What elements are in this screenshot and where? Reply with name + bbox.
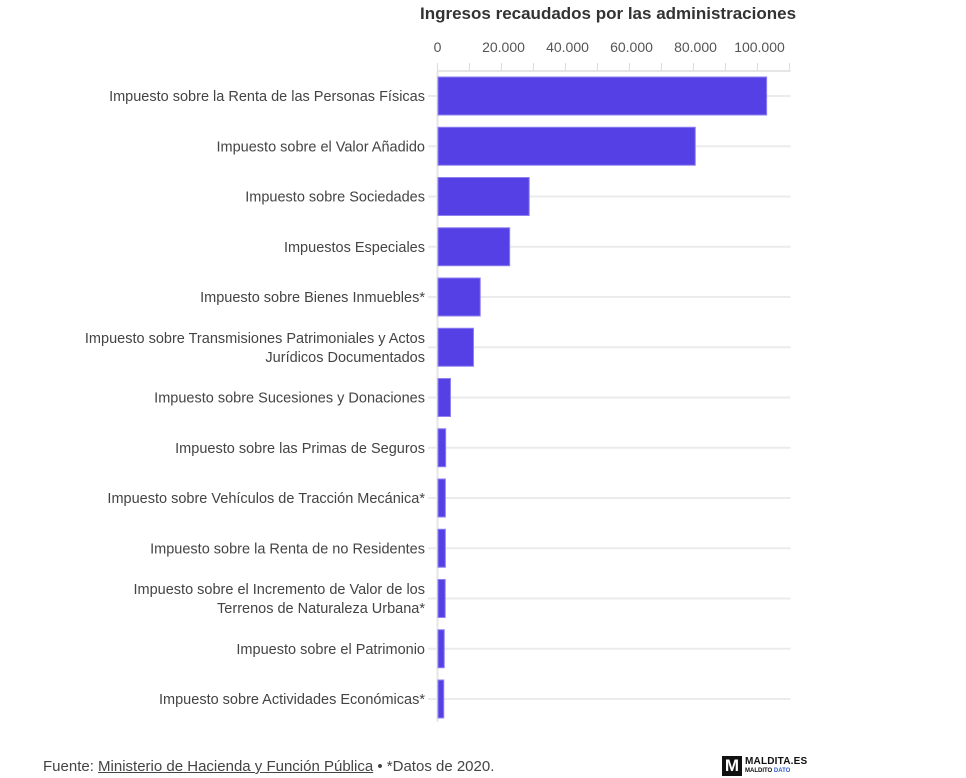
category-label: Impuesto sobre la Renta de no Residentes	[150, 541, 425, 557]
separator: •	[373, 758, 387, 775]
bars	[437, 76, 768, 719]
bar[interactable]	[437, 126, 696, 166]
category-label: Impuesto sobre Sociedades	[245, 190, 425, 206]
category-labels: Impuesto sobre la Renta de las Personas …	[85, 89, 425, 708]
tick-label: 40.000	[546, 39, 589, 55]
chart-title: Ingresos recaudados por las administraci…	[420, 4, 797, 23]
category-label-line: Terrenos de Naturaleza Urbana*	[217, 601, 425, 617]
logo-name: MALDITA.ES	[745, 755, 808, 767]
bar[interactable]	[437, 227, 511, 267]
category-label-line: Impuesto sobre Actividades Económicas*	[159, 692, 425, 708]
bar[interactable]	[437, 579, 446, 618]
category-label-line: Impuesto sobre Bienes Inmuebles*	[200, 290, 425, 306]
logo-mark: M	[722, 756, 742, 776]
category-label-line: Impuesto sobre Sociedades	[245, 190, 425, 206]
category-label-line: Impuesto sobre las Primas de Seguros	[175, 441, 425, 457]
tick-label: 100.000	[734, 39, 785, 55]
bar[interactable]	[437, 528, 446, 568]
bar[interactable]	[437, 629, 445, 669]
logo-sub-b: DATO	[773, 767, 791, 774]
bar[interactable]	[437, 679, 445, 719]
category-label-line: Impuesto sobre el Patrimonio	[236, 642, 425, 658]
bar[interactable]	[437, 378, 451, 417]
footer: Fuente: Ministerio de Hacienda y Función…	[43, 758, 494, 775]
category-label-line: Impuesto sobre Sucesiones y Donaciones	[154, 391, 425, 407]
bar[interactable]	[437, 327, 475, 367]
source-link[interactable]: Ministerio de Hacienda y Función Pública	[98, 758, 374, 775]
bar[interactable]	[437, 277, 481, 317]
category-label: Impuesto sobre Sucesiones y Donaciones	[154, 391, 425, 407]
x-axis: 0 20.000 40.000 60.000 80.000 100.000	[434, 39, 791, 72]
category-label-line: Impuesto sobre el Incremento de Valor de…	[133, 582, 425, 598]
category-label-line: Impuesto sobre el Valor Añadido	[216, 139, 425, 155]
gridlines	[428, 71, 791, 722]
category-label: Impuesto sobre el Patrimonio	[236, 642, 425, 658]
category-label-line: Jurídicos Documentados	[265, 350, 425, 366]
source-prefix: Fuente:	[43, 758, 99, 775]
category-label: Impuesto sobre Transmisiones Patrimonial…	[85, 331, 425, 366]
bar[interactable]	[437, 177, 530, 216]
category-label-line: Impuesto sobre la Renta de las Personas …	[109, 89, 425, 105]
category-label-line: Impuesto sobre Vehículos de Tracción Mec…	[107, 491, 425, 507]
tick-label: 80.000	[674, 39, 717, 55]
category-label: Impuesto sobre el Incremento de Valor de…	[133, 582, 425, 617]
category-label: Impuesto sobre la Renta de las Personas …	[109, 89, 425, 105]
category-label: Impuestos Especiales	[284, 240, 425, 256]
bar[interactable]	[437, 478, 446, 518]
category-label: Impuesto sobre Vehículos de Tracción Mec…	[107, 491, 425, 507]
tick-label: 20.000	[482, 39, 525, 55]
category-label-line: Impuestos Especiales	[284, 240, 425, 256]
bar-chart: 0 20.000 40.000 60.000 80.000 100.000 Impuest…	[85, 39, 791, 722]
category-label: Impuesto sobre Actividades Económicas*	[159, 692, 425, 708]
tick-label: 0	[434, 39, 442, 55]
footnote: *Datos de 2020.	[386, 758, 495, 775]
bar[interactable]	[437, 76, 768, 116]
logo-sub-a: MALDITO	[745, 767, 774, 774]
maldita-logo[interactable]: M MALDITA.ES MALDITO DATO	[722, 756, 807, 776]
category-label-line: Impuesto sobre Transmisiones Patrimonial…	[85, 331, 425, 347]
category-label: Impuesto sobre las Primas de Seguros	[175, 441, 425, 457]
category-label: Impuesto sobre Bienes Inmuebles*	[200, 290, 425, 306]
bar[interactable]	[437, 428, 447, 468]
tick-label: 60.000	[610, 39, 653, 55]
category-label: Impuesto sobre el Valor Añadido	[216, 139, 425, 155]
category-label-line: Impuesto sobre la Renta de no Residentes	[150, 541, 425, 557]
